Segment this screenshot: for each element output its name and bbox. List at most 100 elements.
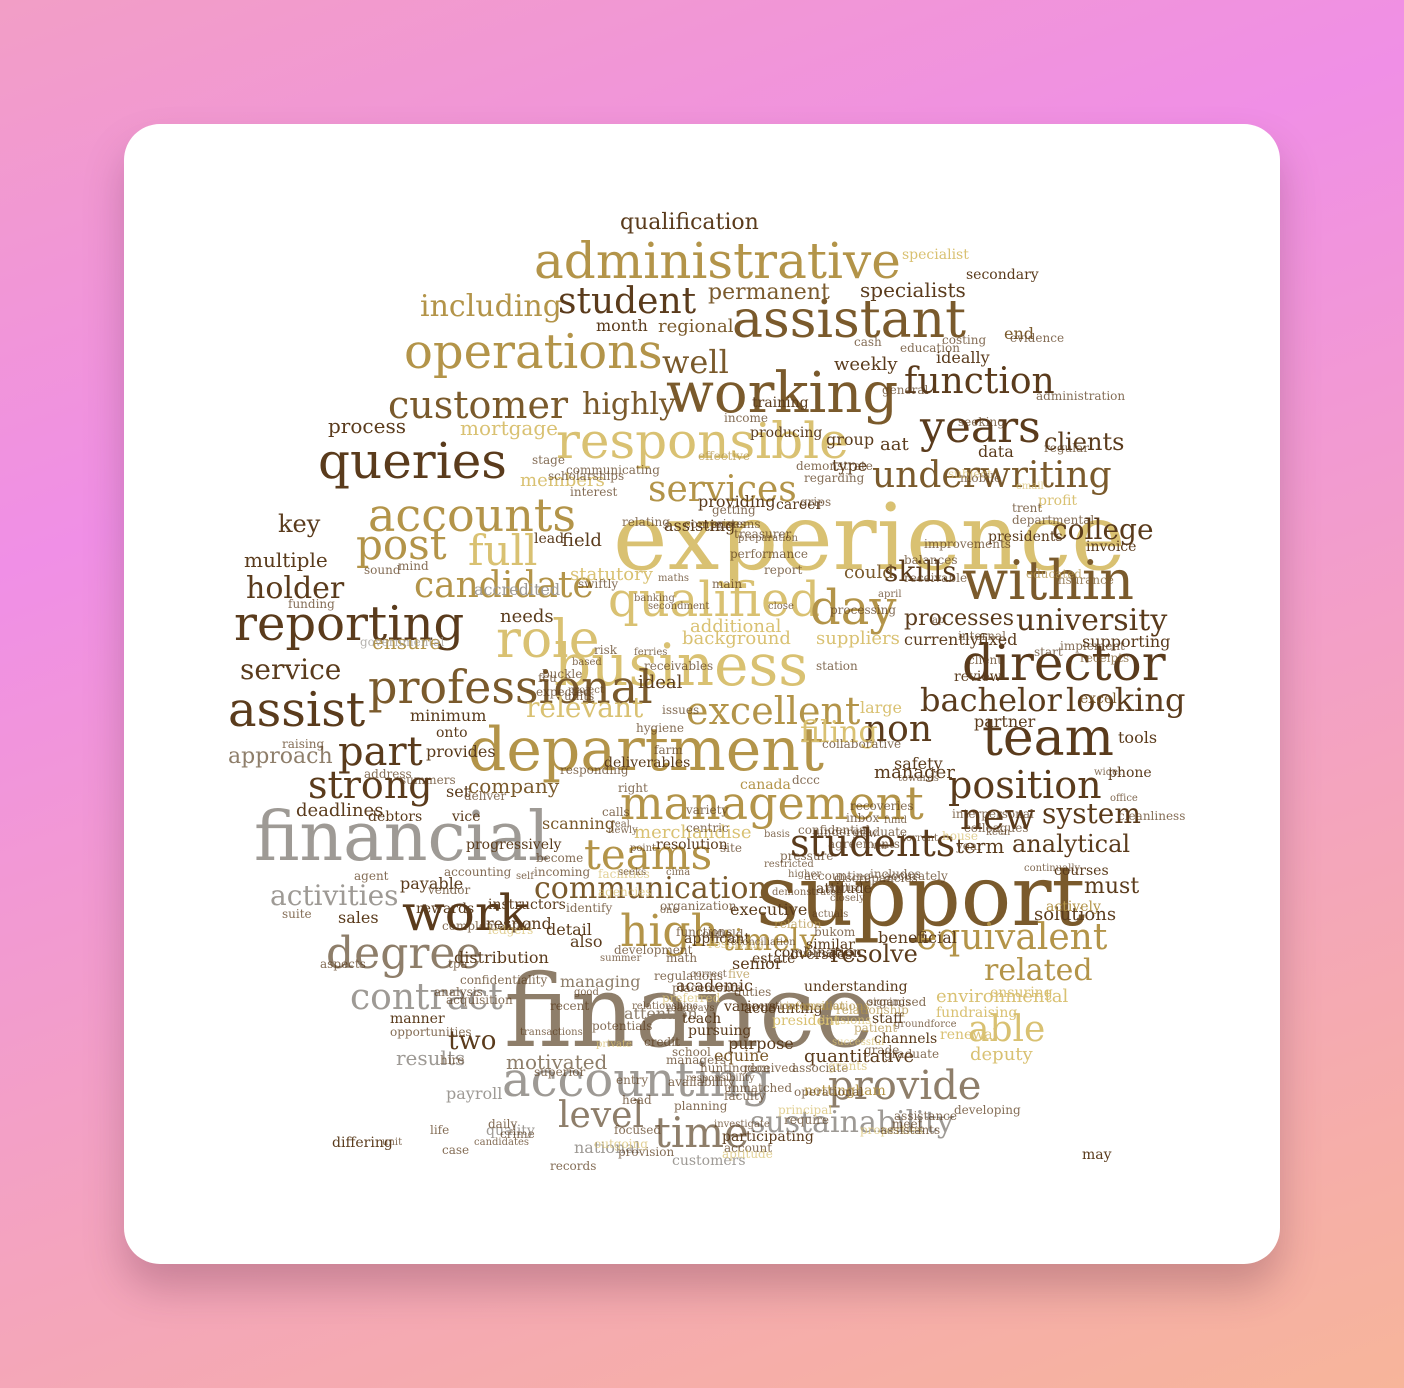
cloud-word: processing: [830, 603, 897, 617]
cloud-word: members: [520, 470, 605, 491]
cloud-word: superior: [534, 1065, 586, 1079]
cloud-word: relationship: [836, 1003, 909, 1017]
cloud-word: partner: [974, 712, 1036, 731]
cloud-word: records: [550, 1159, 597, 1173]
cloud-word: mobile: [960, 471, 1002, 485]
cloud-word: address: [364, 767, 412, 781]
cloud-word: receipts: [1080, 651, 1130, 665]
cloud-word: summers: [400, 773, 456, 787]
cloud-word: units: [564, 689, 595, 703]
cloud-word: newly: [608, 825, 638, 836]
cloud-word: case: [442, 1143, 470, 1157]
cloud-word: tpa: [448, 957, 468, 971]
cloud-word: colleagues: [964, 821, 1029, 835]
cloud-word: treasurer: [734, 527, 792, 541]
cloud-word: excel: [1080, 691, 1117, 707]
cloud-word: costing: [942, 333, 987, 347]
cloud-word: candidates: [474, 1137, 530, 1148]
cloud-word: farm: [654, 743, 683, 757]
cloud-word: information: [786, 1001, 846, 1012]
cloud-word: comprises: [684, 517, 746, 531]
cloud-word: groundforce: [894, 1019, 957, 1030]
cloud-word: systems: [712, 517, 761, 531]
cloud-word: equivalent: [916, 917, 1108, 958]
cloud-word: close: [768, 601, 794, 612]
cloud-word: deputy: [970, 1044, 1033, 1065]
cloud-word: training: [752, 395, 809, 411]
cloud-word: sound: [364, 563, 401, 577]
cloud-word: torrent: [902, 833, 938, 844]
cloud-word: mortgage: [460, 416, 558, 440]
cloud-word: departmental: [1012, 513, 1095, 527]
cloud-word: receivables: [644, 659, 714, 673]
cloud-word: grips: [800, 495, 832, 509]
cloud-word: pursuing: [688, 1023, 752, 1039]
cloud-word: secondment: [648, 601, 710, 612]
cloud-word: bukom: [814, 925, 856, 939]
cloud-word: internal: [958, 629, 1006, 643]
cloud-word: work: [402, 884, 530, 942]
cloud-word: collaborative: [822, 737, 902, 751]
cloud-word: tools: [1118, 728, 1158, 747]
cloud-word: type: [832, 456, 868, 475]
cloud-word: may: [1082, 1147, 1112, 1163]
cloud-word: patient: [854, 1021, 898, 1035]
cloud-word: underwriting: [872, 455, 1112, 496]
cloud-word: ap: [932, 615, 945, 626]
cloud-word: rewards: [416, 901, 475, 917]
cloud-word: resolve: [830, 940, 918, 968]
cloud-word: office: [1110, 793, 1138, 804]
cloud-word: maths: [658, 573, 690, 584]
cloud-word: five: [728, 967, 750, 981]
cloud-word: general: [882, 383, 929, 397]
cloud-word: data: [978, 442, 1014, 461]
cloud-word: higher: [788, 869, 822, 880]
cloud-word: development: [614, 943, 693, 957]
cloud-word: within: [962, 549, 1135, 612]
cloud-word: debtors: [368, 809, 423, 825]
cloud-word: hire: [440, 1053, 465, 1067]
cloud-word: support: [756, 847, 1086, 945]
cloud-word: daily: [488, 1117, 518, 1131]
cloud-word: years: [920, 402, 1041, 453]
cloud-word: associate: [792, 1061, 849, 1075]
cloud-word: assistance: [894, 1109, 957, 1123]
cloud-word: career: [776, 497, 823, 513]
cloud-word: combination: [774, 945, 862, 961]
cloud-word: fcu: [538, 671, 557, 685]
cloud-word: environmental: [936, 986, 1069, 1007]
cloud-word: could: [844, 562, 894, 583]
cloud-word: safety: [894, 754, 943, 773]
cloud-word: income: [724, 411, 768, 425]
cloud-word: statutory: [570, 564, 653, 585]
cloud-word: qualification: [620, 210, 759, 235]
cloud-word: facilities: [598, 867, 650, 881]
cloud-word: related: [984, 953, 1093, 988]
cloud-word: swiftly: [578, 577, 619, 591]
cloud-word: presidents: [988, 529, 1063, 545]
cloud-word: teams: [584, 830, 713, 879]
cloud-word: continually: [1024, 863, 1081, 874]
cloud-word: staff: [872, 1011, 904, 1027]
cloud-word: full: [468, 526, 538, 575]
cloud-word: scanning: [542, 814, 615, 833]
cloud-word: principal: [778, 1103, 833, 1117]
cloud-word: hygiene: [636, 721, 684, 735]
cloud-word: relation: [774, 917, 822, 931]
cloud-word: point: [630, 843, 657, 854]
cloud-word: entry: [616, 1073, 649, 1087]
cloud-word: lead: [534, 531, 565, 547]
cloud-word: estate: [752, 951, 796, 967]
cloud-word: currently: [904, 630, 979, 649]
cloud-word: accredited: [474, 580, 561, 599]
cloud-word: part: [338, 729, 423, 775]
cloud-word: administrative: [534, 232, 901, 290]
cloud-word: raising: [282, 737, 325, 751]
cloud-word: field: [562, 530, 602, 551]
cloud-word: performance: [730, 547, 809, 561]
cloud-word: responding: [560, 763, 629, 777]
cloud-word: analytical: [1012, 830, 1131, 858]
cloud-word: opportunities: [390, 1025, 472, 1039]
cloud-word: president: [772, 1013, 840, 1029]
cloud-word: specialist: [902, 247, 969, 263]
